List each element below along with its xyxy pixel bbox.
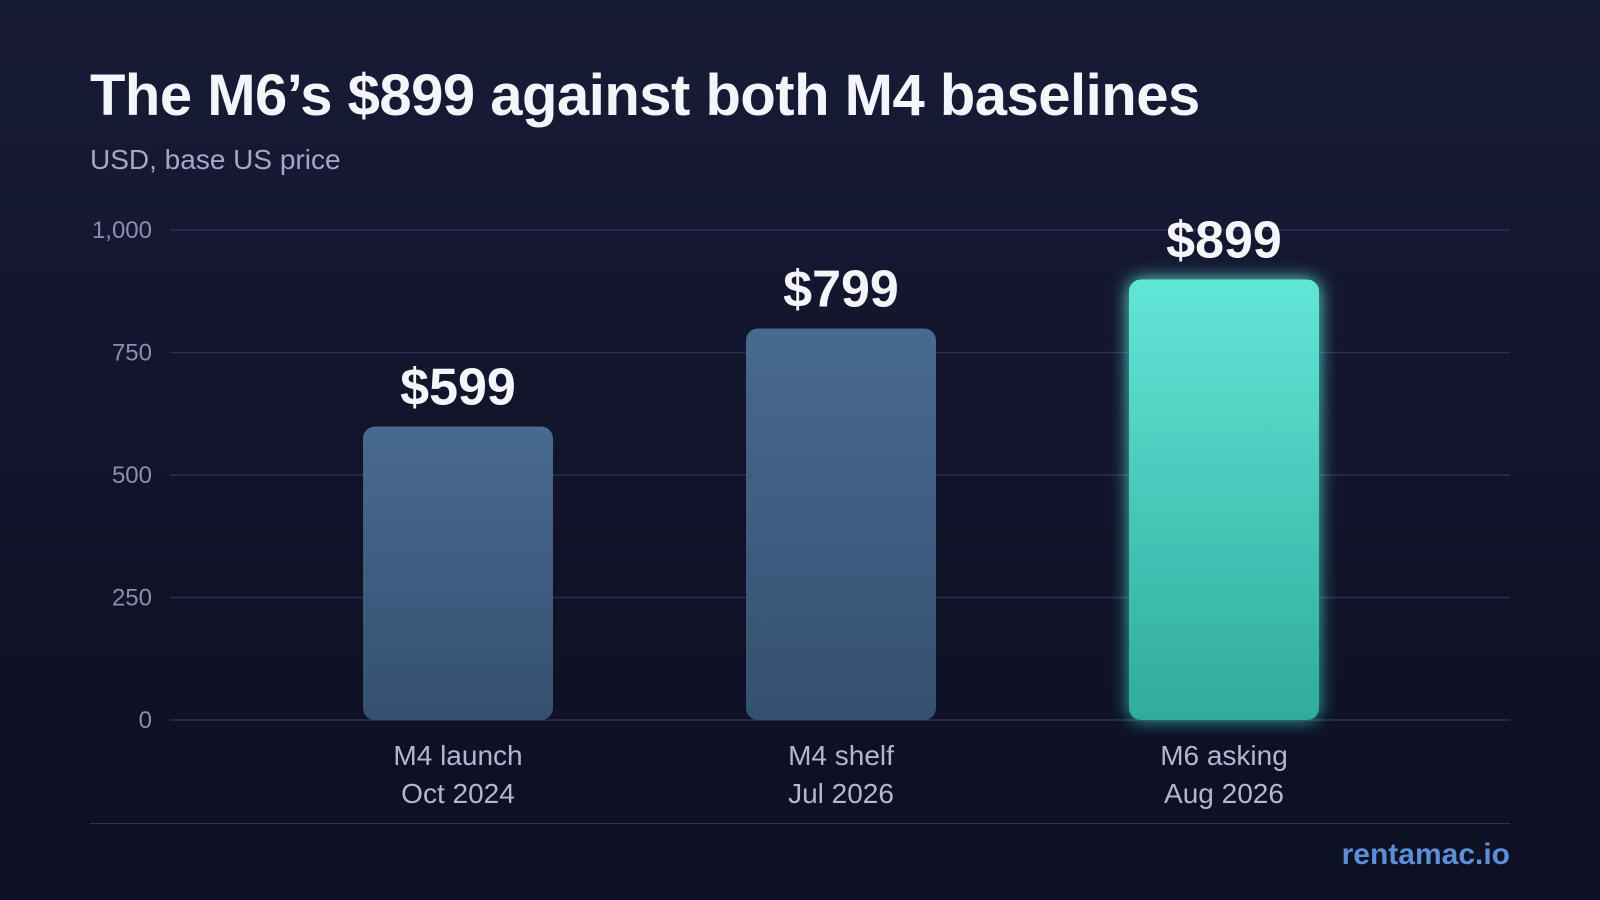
bar-highlighted (1129, 279, 1319, 720)
chart-subtitle: USD, base US price (90, 144, 341, 175)
y-tick-label: 1,000 (92, 217, 152, 244)
bar (746, 328, 936, 720)
category-date-label: Aug 2026 (1164, 778, 1284, 809)
value-labels: $599 $799 $899 (400, 211, 1282, 416)
category-label: M4 shelf (788, 740, 894, 771)
bar-value-label: $899 (1166, 211, 1282, 269)
brand-logo[interactable]: rentamac.io (1341, 838, 1510, 871)
y-tick-label: 500 (112, 462, 152, 489)
footer-divider (90, 823, 1510, 824)
bars (363, 279, 1319, 720)
y-axis-ticks: 0 250 500 750 1,000 (92, 217, 152, 734)
y-tick-label: 250 (112, 585, 152, 612)
y-tick-label: 750 (112, 340, 152, 367)
x-axis-categories: M4 launch Oct 2024 M4 shelf Jul 2026 M6 aski… (393, 740, 1287, 809)
y-tick-label: 0 (139, 707, 152, 734)
category-label: M4 launch (393, 740, 522, 771)
bar-value-label: $599 (400, 358, 516, 416)
category-date-label: Oct 2024 (401, 778, 515, 809)
bar (363, 426, 553, 720)
category-label: M6 asking (1160, 740, 1288, 771)
bar-value-label: $799 (783, 260, 899, 318)
category-date-label: Jul 2026 (788, 778, 894, 809)
chart-title: The M6’s $899 against both M4 baselines (90, 63, 1200, 128)
